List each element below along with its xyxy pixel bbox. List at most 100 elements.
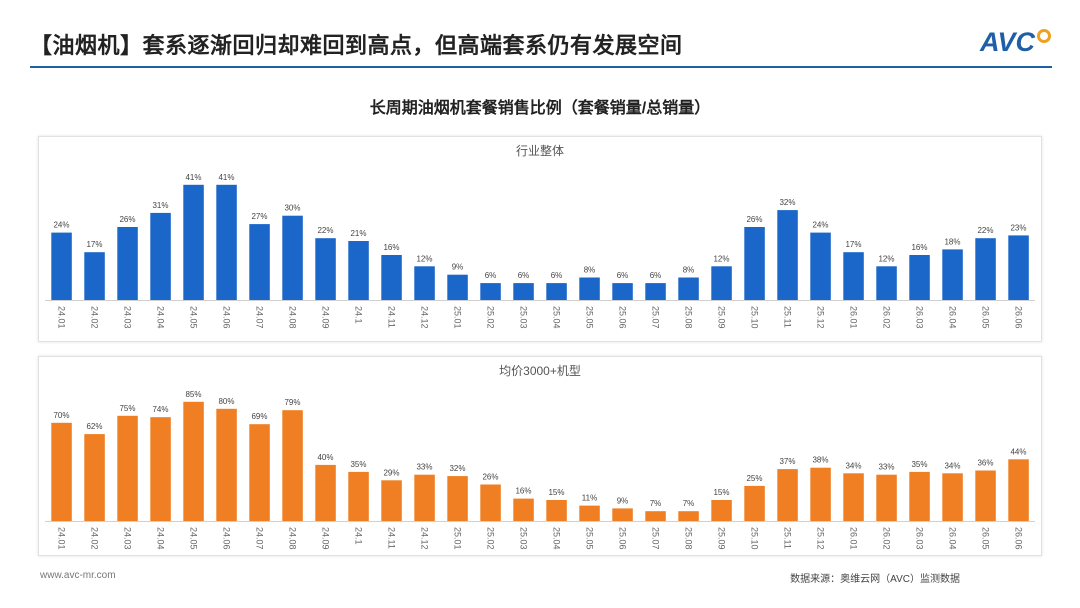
- tick-label-group: 26.01: [849, 527, 859, 550]
- tick-label-group: 25.07: [651, 527, 661, 550]
- tick-label-group: 24.12: [420, 306, 430, 329]
- tick-label: 24.05: [189, 527, 199, 550]
- tick-label-group: 25.07: [651, 306, 661, 329]
- data-label: 16%: [383, 243, 399, 252]
- data-label: 24%: [53, 221, 69, 230]
- bar: [216, 184, 237, 300]
- tick-label: 24.01: [57, 527, 67, 550]
- tick-label: 24.02: [90, 527, 100, 550]
- page-title: 【油烟机】套系逐渐回归却难回到高点，但高端套系仍有发展空间: [30, 33, 683, 58]
- tick-label-group: 25.06: [618, 306, 628, 329]
- bar: [546, 283, 567, 300]
- bar: [150, 417, 171, 521]
- bar: [612, 508, 633, 521]
- bar: [414, 266, 435, 300]
- tick-label: 24.06: [222, 306, 232, 329]
- tick-label-group: 26.03: [915, 527, 925, 550]
- bar: [513, 498, 534, 521]
- tick-label-group: 25.10: [750, 527, 760, 550]
- data-label: 79%: [284, 398, 300, 407]
- data-label: 6%: [485, 271, 497, 280]
- tick-label: 26.05: [981, 527, 991, 550]
- data-label: 35%: [350, 460, 366, 469]
- data-label: 23%: [1010, 223, 1026, 232]
- tick-label: 26.04: [948, 306, 958, 329]
- tick-label: 24.04: [156, 306, 166, 329]
- tick-label-group: 25.12: [816, 306, 826, 329]
- bar: [51, 422, 72, 521]
- chart-panel-premium: 均价3000+机型 70% 24.01 62% 24.02 75% 24.03 74% 24.0…: [38, 356, 1042, 556]
- tick-label: 24.1: [354, 527, 364, 545]
- tick-label-group: 24.1: [354, 306, 364, 324]
- data-label: 8%: [683, 266, 695, 275]
- tick-label: 25.09: [717, 306, 727, 329]
- data-label: 41%: [185, 173, 201, 182]
- bar: [480, 484, 501, 521]
- tick-label-group: 25.09: [717, 527, 727, 550]
- tick-label-group: 24.12: [420, 527, 430, 550]
- tick-label: 26.02: [882, 527, 892, 550]
- tick-label-group: 24.03: [123, 527, 133, 550]
- data-label: 37%: [779, 457, 795, 466]
- bar: [381, 255, 402, 300]
- tick-label: 24.02: [90, 306, 100, 329]
- bar: [909, 255, 930, 300]
- premium-bar-chart: 均价3000+机型 70% 24.01 62% 24.02 75% 24.03 74% 24.0…: [45, 364, 1035, 550]
- tick-label-group: 24.09: [321, 527, 331, 550]
- tick-label-group: 24.04: [156, 306, 166, 329]
- tick-label: 25.04: [552, 527, 562, 550]
- data-label: 34%: [845, 461, 861, 470]
- data-label: 25%: [746, 474, 762, 483]
- tick-label-group: 26.06: [1014, 527, 1024, 550]
- tick-label-group: 25.05: [585, 527, 595, 550]
- bar: [711, 266, 732, 300]
- tick-label: 25.10: [750, 306, 760, 329]
- data-label: 21%: [350, 229, 366, 238]
- tick-label-group: 24.03: [123, 306, 133, 329]
- tick-label: 25.03: [519, 306, 529, 329]
- tick-label-group: 24.09: [321, 306, 331, 329]
- tick-label: 26.01: [849, 527, 859, 550]
- tick-label-group: 24.01: [57, 527, 67, 550]
- tick-label-group: 25.12: [816, 527, 826, 550]
- tick-label-group: 26.04: [948, 306, 958, 329]
- bar: [282, 215, 303, 300]
- tick-label: 24.07: [255, 306, 265, 329]
- data-label: 62%: [86, 422, 102, 431]
- tick-label-group: 26.05: [981, 527, 991, 550]
- bar: [942, 473, 963, 521]
- data-label: 35%: [911, 460, 927, 469]
- bar: [579, 277, 600, 300]
- tick-label-group: 25.06: [618, 527, 628, 550]
- tick-label-group: 24.05: [189, 527, 199, 550]
- tick-label: 25.07: [651, 306, 661, 329]
- tick-label: 25.12: [816, 527, 826, 550]
- data-label: 6%: [518, 271, 530, 280]
- tick-label-group: 24.11: [387, 527, 397, 549]
- logo-text: AVC: [979, 27, 1036, 57]
- tick-label-group: 24.11: [387, 306, 397, 328]
- bar: [876, 474, 897, 521]
- data-label: 8%: [584, 266, 596, 275]
- tick-label: 25.05: [585, 527, 595, 550]
- tick-label: 26.02: [882, 306, 892, 329]
- tick-label-group: 25.04: [552, 527, 562, 550]
- data-label: 26%: [482, 473, 498, 482]
- data-label: 69%: [251, 412, 267, 421]
- tick-label-group: 24.04: [156, 527, 166, 550]
- tick-label-group: 26.02: [882, 527, 892, 550]
- bar: [183, 184, 204, 300]
- tick-label: 24.09: [321, 306, 331, 329]
- bar: [117, 415, 138, 521]
- data-label: 31%: [152, 201, 168, 210]
- data-label: 22%: [977, 226, 993, 235]
- bar: [612, 283, 633, 300]
- bar: [843, 473, 864, 521]
- data-label: 17%: [86, 240, 102, 249]
- tick-label: 25.02: [486, 527, 496, 550]
- logo-dot-icon: [1037, 29, 1051, 43]
- bar: [249, 424, 270, 521]
- tick-label-group: 24.07: [255, 306, 265, 329]
- tick-label: 24.1: [354, 306, 364, 324]
- tick-label: 25.09: [717, 527, 727, 550]
